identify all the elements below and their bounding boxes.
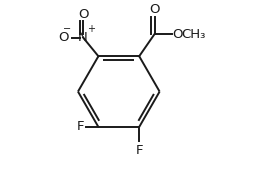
Text: CH₃: CH₃ <box>181 28 206 41</box>
Text: N: N <box>78 31 88 44</box>
Text: O: O <box>172 28 182 41</box>
Text: O: O <box>149 3 160 16</box>
Text: −: − <box>63 24 71 34</box>
Text: F: F <box>76 121 84 134</box>
Text: O: O <box>58 31 69 44</box>
Text: O: O <box>78 7 88 20</box>
Text: F: F <box>135 144 143 157</box>
Text: +: + <box>87 24 95 34</box>
